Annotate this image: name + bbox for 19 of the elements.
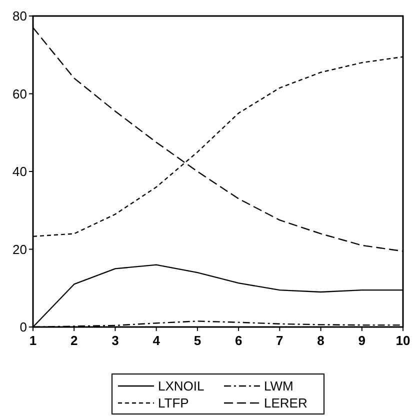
y-tick-label: 60 [12,86,27,102]
y-tick-label: 0 [20,320,27,335]
y-tick-label: 80 [12,8,27,24]
y-tick-label: 40 [12,164,27,180]
x-tick-label: 10 [396,333,410,348]
x-tick-label: 7 [276,333,284,348]
legend-label: LERER [264,396,308,411]
y-tick-label: 20 [12,242,27,257]
x-tick-label: 8 [317,333,324,348]
legend-label: LTFP [158,396,189,411]
x-tick-label: 6 [234,333,242,348]
x-tick-label: 3 [112,333,119,348]
legend-label: LXNOIL [158,378,204,394]
x-tick-label: 5 [194,333,202,348]
x-tick-label: 1 [29,333,37,348]
legend-label: LWM [264,378,294,394]
x-tick-label: 4 [152,333,161,348]
x-tick-label: 2 [70,333,78,348]
x-tick-label: 9 [358,333,366,348]
